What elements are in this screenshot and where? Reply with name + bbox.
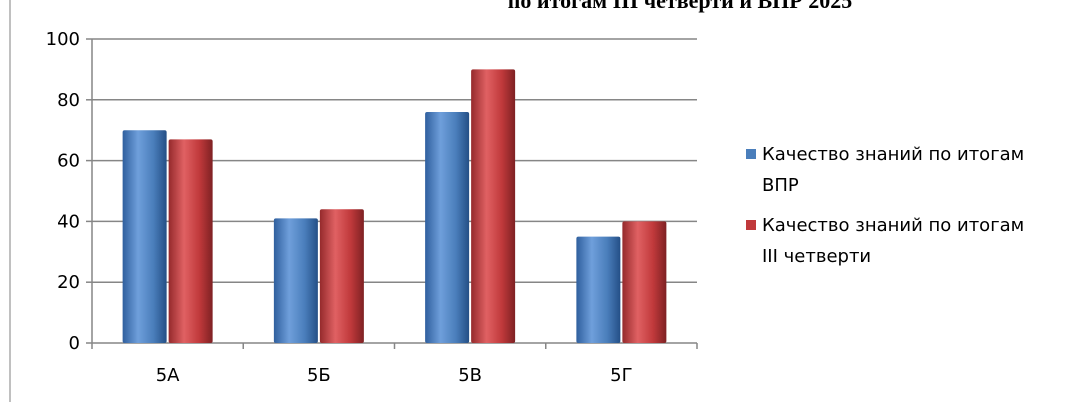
- tick-labels: 0 20 40 60 80 100 5А 5Б 5В 5Г: [46, 29, 633, 386]
- y-tick-label: 100: [46, 29, 80, 50]
- legend-label-quarter: Качество знаний по итогам: [762, 215, 1024, 236]
- x-tick-label: 5Б: [307, 365, 331, 386]
- bar-vpr-0: [122, 130, 167, 343]
- y-tick-label: 0: [69, 333, 80, 354]
- legend-label-vpr: ВПР: [762, 175, 799, 196]
- y-tick-label: 60: [57, 151, 80, 172]
- x-tick-label: 5А: [156, 365, 180, 386]
- chart-title: по итогам III четверти и ВПР 2025: [508, 0, 852, 13]
- bar-vpr-2: [425, 111, 470, 344]
- legend-swatch-vpr: [746, 149, 756, 159]
- y-tick-label: 80: [57, 90, 80, 111]
- bar-quarter-0: [168, 139, 213, 343]
- y-tick-label: 20: [57, 272, 80, 293]
- legend: Качество знаний по итогам ВПР Качество зна…: [746, 144, 1024, 267]
- bar-quarter-1: [319, 209, 364, 343]
- legend-label-vpr: Качество знаний по итогам: [762, 144, 1024, 165]
- bar-quarter-3: [622, 221, 667, 343]
- bar-vpr-1: [273, 218, 318, 343]
- legend-swatch-quarter: [746, 220, 756, 230]
- legend-label-quarter: III четверти: [762, 246, 871, 267]
- bars: [122, 69, 667, 344]
- y-tick-label: 40: [57, 211, 80, 232]
- x-tick-label: 5Г: [610, 365, 632, 386]
- x-tick-label: 5В: [458, 365, 482, 386]
- bar-vpr-3: [576, 236, 621, 343]
- bar-quarter-2: [471, 69, 516, 344]
